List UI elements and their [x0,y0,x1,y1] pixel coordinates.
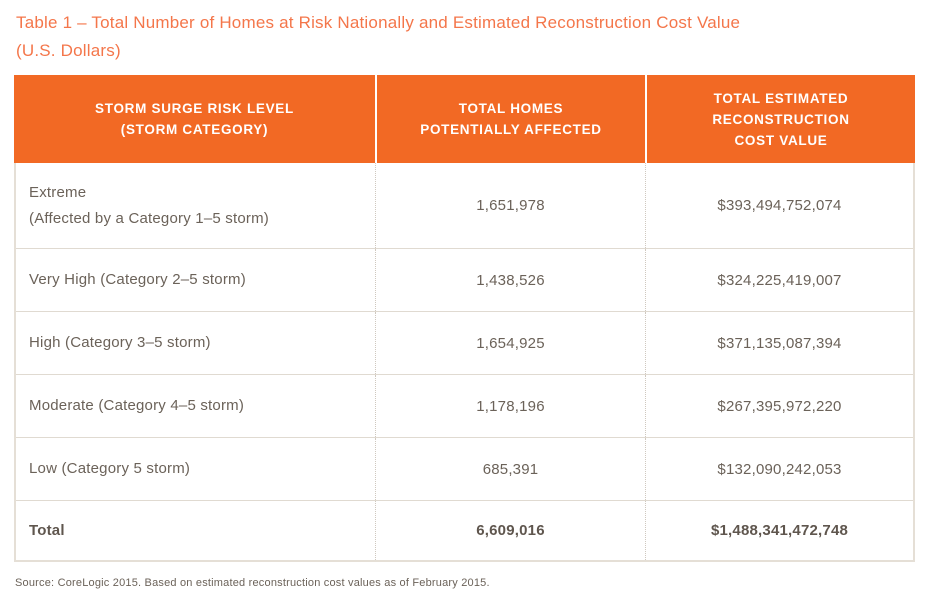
cell-total-homes: 1,651,978 [375,163,645,248]
cell-cost-value: $267,395,972,220 [645,375,913,437]
cell-risk-level: Very High (Category 2–5 storm) [29,271,246,288]
cell-risk-level: Total [29,521,65,539]
cell-total-homes: 1,654,925 [375,312,645,374]
cell-total-homes: 6,609,016 [375,501,645,560]
document-page: Table 1 – Total Number of Homes at Risk … [14,13,915,589]
header-cell-cost-value: TOTAL ESTIMATED RECONSTRUCTION COST VALU… [645,75,915,163]
table-row-extreme: Extreme (Affected by a Category 1–5 stor… [16,163,913,248]
header-cell-total-homes: TOTAL HOMES POTENTIALLY AFFECTED [375,75,645,163]
cell-cost-value: $371,135,087,394 [645,312,913,374]
table-row-high: High (Category 3–5 storm) 1,654,925 $371… [16,311,913,374]
cell-cost-value: $132,090,242,053 [645,438,913,500]
table-header-row: STORM SURGE RISK LEVEL (STORM CATEGORY) … [14,75,915,163]
table-row-very-high: Very High (Category 2–5 storm) 1,438,526… [16,248,913,311]
table-body: Extreme (Affected by a Category 1–5 stor… [14,163,915,562]
cell-risk-level: Extreme (Affected by a Category 1–5 stor… [29,183,269,227]
cell-cost-value: $1,488,341,472,748 [645,501,913,560]
cell-cost-value: $393,494,752,074 [645,163,913,248]
table-row-low: Low (Category 5 storm) 685,391 $132,090,… [16,437,913,500]
cell-risk-level: Moderate (Category 4–5 storm) [29,397,245,414]
storm-surge-risk-table: STORM SURGE RISK LEVEL (STORM CATEGORY) … [14,75,915,562]
cell-risk-level: High (Category 3–5 storm) [29,334,211,351]
cell-total-homes: 1,178,196 [375,375,645,437]
cell-risk-level: Low (Category 5 storm) [29,460,191,477]
source-note: Source: CoreLogic 2015. Based on estimat… [15,577,490,589]
table-caption: Table 1 – Total Number of Homes at Risk … [16,13,741,60]
table-row-total: Total 6,609,016 $1,488,341,472,748 [16,500,913,560]
header-cell-risk-level: STORM SURGE RISK LEVEL (STORM CATEGORY) [14,75,375,163]
cell-total-homes: 685,391 [375,438,645,500]
table-row-moderate: Moderate (Category 4–5 storm) 1,178,196 … [16,374,913,437]
cell-total-homes: 1,438,526 [375,249,645,311]
cell-cost-value: $324,225,419,007 [645,249,913,311]
